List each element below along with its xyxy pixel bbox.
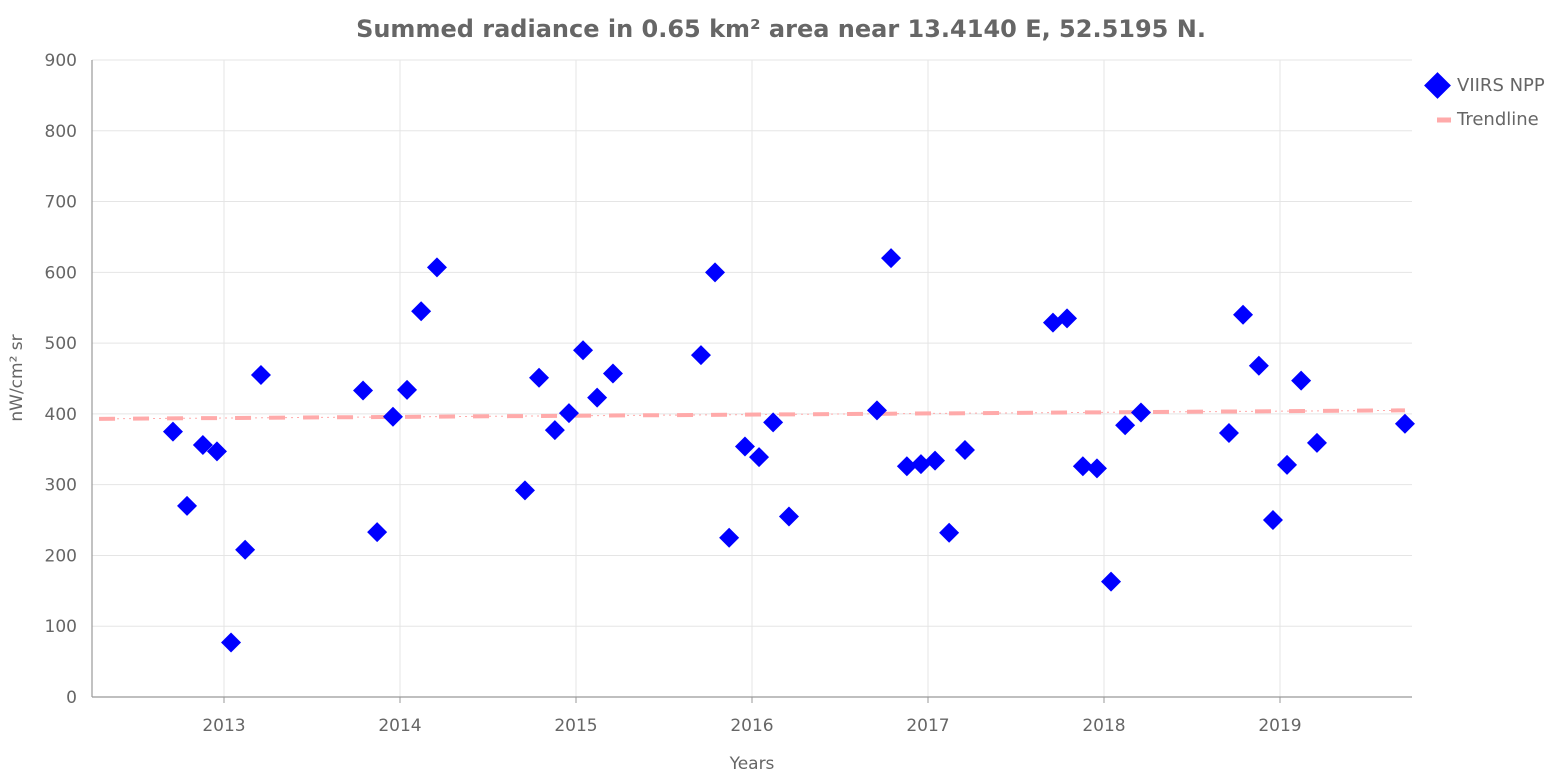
x-tick-label: 2019	[1258, 716, 1301, 736]
axes	[91, 60, 1412, 703]
data-point[interactable]	[734, 436, 755, 457]
x-axis-label: Years	[729, 754, 775, 774]
trendline-layer	[99, 408, 1405, 421]
data-point[interactable]	[896, 456, 917, 477]
legend[interactable]: VIIRS NPP Trendline	[1424, 72, 1545, 130]
data-point[interactable]	[426, 257, 447, 278]
y-axis-label: nW/cm² sr	[7, 334, 27, 421]
data-point[interactable]	[221, 632, 242, 653]
data-point[interactable]	[1394, 413, 1415, 434]
y-tick-label: 700	[45, 193, 77, 213]
data-point[interactable]	[573, 340, 594, 361]
data-point[interactable]	[763, 412, 784, 433]
data-point[interactable]	[382, 406, 403, 427]
data-point[interactable]	[881, 248, 902, 269]
data-point[interactable]	[353, 380, 374, 401]
chart-title: Summed radiance in 0.65 km² area near 13…	[356, 15, 1206, 43]
data-point[interactable]	[866, 400, 887, 421]
data-point[interactable]	[250, 364, 271, 385]
data-point[interactable]	[1262, 510, 1283, 531]
data-point[interactable]	[778, 506, 799, 527]
x-tick-labels: 2013 2014 2015 2016 2017 2018 2019	[202, 716, 1301, 736]
data-point[interactable]	[705, 262, 726, 283]
data-point[interactable]	[1072, 456, 1093, 477]
data-point[interactable]	[1130, 402, 1151, 423]
data-point[interactable]	[206, 441, 227, 462]
data-point[interactable]	[1101, 571, 1122, 592]
legend-label-trendline: Trendline	[1456, 109, 1539, 130]
data-point[interactable]	[719, 527, 740, 548]
diamond-marker-icon	[1424, 72, 1451, 99]
data-point[interactable]	[1218, 422, 1239, 443]
y-tick-label: 0	[66, 688, 77, 708]
data-point[interactable]	[587, 387, 608, 408]
data-point[interactable]	[514, 480, 535, 501]
data-point[interactable]	[1277, 454, 1298, 475]
data-point[interactable]	[1233, 304, 1254, 325]
x-tick-label: 2014	[378, 716, 421, 736]
y-tick-label: 800	[45, 122, 77, 142]
data-point[interactable]	[192, 435, 213, 456]
data-point[interactable]	[558, 403, 579, 424]
legend-item-trendline[interactable]: Trendline	[1437, 109, 1539, 130]
trendline-dots	[99, 409, 1405, 420]
x-tick-label: 2017	[906, 716, 949, 736]
data-point[interactable]	[910, 454, 931, 475]
data-point[interactable]	[939, 522, 960, 543]
y-tick-label: 300	[45, 476, 77, 496]
grid-lines	[92, 59, 1412, 697]
data-point[interactable]	[162, 421, 183, 442]
data-point[interactable]	[177, 495, 198, 516]
data-point[interactable]	[690, 345, 711, 366]
data-point[interactable]	[1086, 458, 1107, 479]
y-tick-label: 500	[45, 334, 77, 354]
data-point[interactable]	[529, 367, 550, 388]
legend-label-viirs: VIIRS NPP	[1457, 75, 1545, 96]
y-tick-label: 900	[45, 51, 77, 71]
data-point[interactable]	[1248, 355, 1269, 376]
data-points	[162, 248, 1415, 653]
legend-item-viirs[interactable]: VIIRS NPP	[1424, 72, 1545, 99]
x-tick-label: 2013	[202, 716, 245, 736]
x-tick-label: 2018	[1082, 716, 1125, 736]
data-point[interactable]	[397, 379, 418, 400]
data-point[interactable]	[602, 363, 623, 384]
data-point[interactable]	[1306, 432, 1327, 453]
y-tick-label: 600	[45, 263, 77, 283]
y-tick-label: 400	[45, 405, 77, 425]
x-tick-label: 2015	[554, 716, 597, 736]
data-point[interactable]	[1291, 370, 1312, 391]
y-tick-label: 200	[45, 546, 77, 566]
data-point[interactable]	[544, 420, 565, 441]
y-tick-labels: 0 100 200 300 400 500 600 700 800 900	[45, 51, 77, 708]
data-point[interactable]	[367, 522, 388, 543]
y-tick-label: 100	[45, 617, 77, 637]
data-point[interactable]	[925, 450, 946, 471]
data-point[interactable]	[235, 539, 256, 560]
x-tick-label: 2016	[730, 716, 773, 736]
data-point[interactable]	[954, 439, 975, 460]
data-point[interactable]	[1115, 415, 1136, 436]
data-point[interactable]	[1057, 308, 1078, 329]
data-point[interactable]	[411, 301, 432, 322]
data-point[interactable]	[749, 447, 770, 468]
